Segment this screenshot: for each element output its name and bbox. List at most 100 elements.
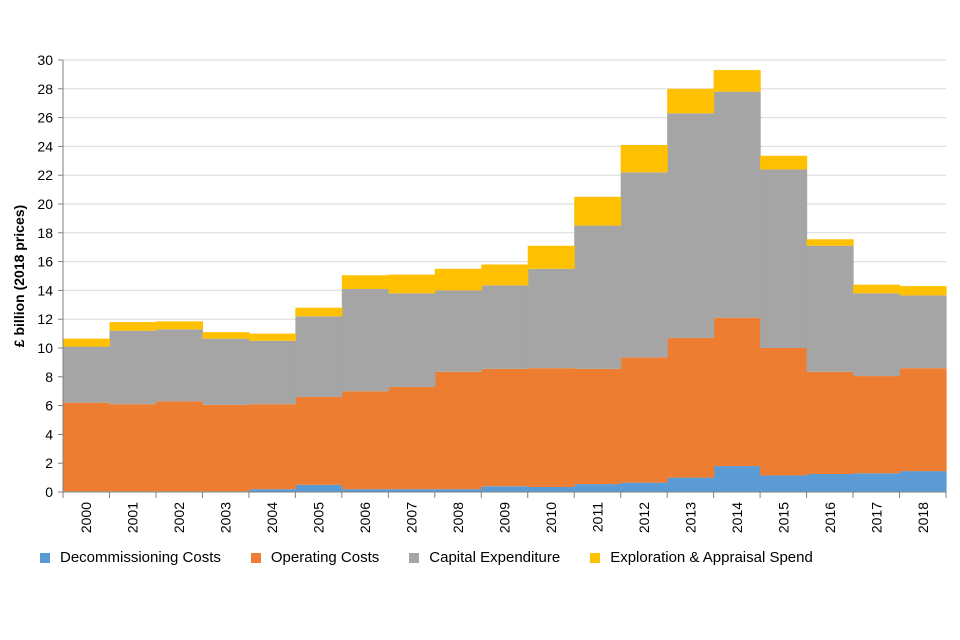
segment-2003-2 (202, 338, 250, 405)
series-decommissioning-costs (63, 466, 947, 492)
segment-2009-3 (481, 264, 529, 286)
x-tick-label: 2011 (589, 502, 605, 532)
segment-2002-2 (155, 329, 204, 402)
series-operating-costs (63, 317, 947, 492)
segment-2011-1 (574, 368, 622, 485)
segment-2007-0 (388, 489, 436, 492)
y-tick-label: 16 (37, 254, 53, 270)
x-tick-label: 2015 (775, 502, 791, 533)
segment-2011-2 (574, 225, 622, 369)
legend-label: Operating Costs (270, 549, 380, 566)
segment-2002-3 (155, 321, 204, 330)
legend-item: Capital Expenditure (409, 549, 560, 566)
segment-2015-2 (760, 169, 808, 348)
segment-2013-2 (667, 113, 715, 338)
segment-2017-3 (853, 284, 901, 294)
segment-2000-1 (63, 402, 111, 492)
segment-2002-1 (155, 401, 204, 492)
legend-swatch (590, 552, 601, 563)
y-tick-label: 18 (37, 225, 53, 241)
segment-2016-2 (806, 245, 854, 372)
segment-2017-2 (853, 293, 901, 377)
segment-2006-2 (341, 288, 389, 392)
segment-2014-2 (713, 91, 761, 318)
legend-item: Exploration & Appraisal Spend (590, 549, 813, 566)
segment-2010-3 (527, 245, 575, 269)
x-tick-labels: 2000 2001 2002 2003 2004 2005 2006 2007 2008 2009… (78, 502, 931, 533)
segment-2001-2 (109, 330, 157, 405)
legend: Decommissioning Costs Operating Costs Capi… (40, 549, 813, 566)
segment-2012-2 (620, 172, 668, 358)
segment-2014-0 (713, 466, 761, 492)
x-tick-label: 2012 (636, 502, 652, 533)
segment-2005-0 (295, 484, 343, 492)
axes (58, 59, 947, 498)
segment-2000-3 (63, 338, 111, 347)
segment-2017-0 (853, 473, 901, 492)
x-tick-label: 2017 (868, 502, 884, 533)
y-tick-label: 6 (45, 398, 53, 414)
segment-2005-1 (295, 396, 343, 485)
legend-label: Exploration & Appraisal Spend (610, 549, 813, 566)
segment-2006-3 (341, 275, 389, 289)
segment-2015-1 (760, 348, 808, 476)
segment-2006-0 (341, 489, 389, 492)
legend-swatch (250, 552, 261, 563)
segment-2003-1 (202, 404, 250, 492)
segment-2008-0 (434, 489, 482, 492)
segment-2015-0 (760, 475, 808, 492)
segment-2018-0 (899, 471, 947, 492)
x-tick-label: 2009 (497, 502, 513, 533)
segment-2011-3 (574, 196, 622, 226)
segment-2016-3 (806, 239, 854, 246)
segment-2015-3 (760, 155, 808, 170)
legend-swatch (409, 552, 420, 563)
y-tick-label: 14 (37, 282, 53, 298)
segment-2008-1 (434, 371, 482, 490)
segment-2014-1 (713, 317, 761, 467)
segment-2004-0 (248, 489, 296, 492)
segment-2012-0 (620, 482, 668, 492)
segment-2003-3 (202, 332, 250, 339)
segment-2006-1 (341, 391, 389, 490)
y-tick-label: 10 (37, 340, 53, 356)
segment-2004-3 (248, 333, 296, 341)
y-tick-label: 22 (37, 167, 53, 183)
x-tick-label: 2008 (450, 502, 466, 533)
segment-2007-3 (388, 274, 436, 294)
x-tick-label: 2004 (264, 502, 280, 533)
segment-2010-2 (527, 268, 575, 369)
x-tick-label: 2005 (311, 502, 327, 533)
segment-2009-2 (481, 285, 529, 369)
segment-2017-1 (853, 376, 901, 474)
y-tick-label: 12 (37, 311, 53, 327)
segment-2012-1 (620, 357, 668, 483)
segment-2008-2 (434, 290, 482, 372)
legend-item: Operating Costs (250, 549, 380, 566)
y-tick-label: 4 (45, 426, 53, 442)
segment-2004-2 (248, 340, 296, 405)
x-tick-label: 2003 (218, 502, 234, 533)
legend-item: Decommissioning Costs (40, 549, 221, 566)
segment-2014-3 (713, 70, 761, 92)
segment-2013-0 (667, 477, 715, 492)
y-tick-label: 28 (37, 81, 53, 97)
segment-2016-1 (806, 371, 854, 474)
segment-2004-1 (248, 404, 296, 490)
x-tick-label: 2007 (404, 502, 420, 533)
segment-2018-1 (899, 368, 947, 472)
segment-2008-3 (434, 268, 482, 291)
segment-2011-0 (574, 484, 622, 492)
y-tick-label: 2 (45, 455, 53, 471)
y-axis-label: £ billion (2018 prices) (11, 205, 27, 347)
series-capital-expenditure (63, 91, 947, 405)
y-tick-label: 8 (45, 369, 53, 385)
segment-2010-1 (527, 368, 575, 487)
series-exploration-appraisal-spend (63, 70, 947, 347)
x-tick-label: 2013 (682, 502, 698, 533)
y-tick-label: 30 (37, 52, 53, 68)
x-tick-label: 2010 (543, 502, 559, 533)
segment-2018-2 (899, 295, 947, 369)
x-tick-label: 2006 (357, 502, 373, 533)
